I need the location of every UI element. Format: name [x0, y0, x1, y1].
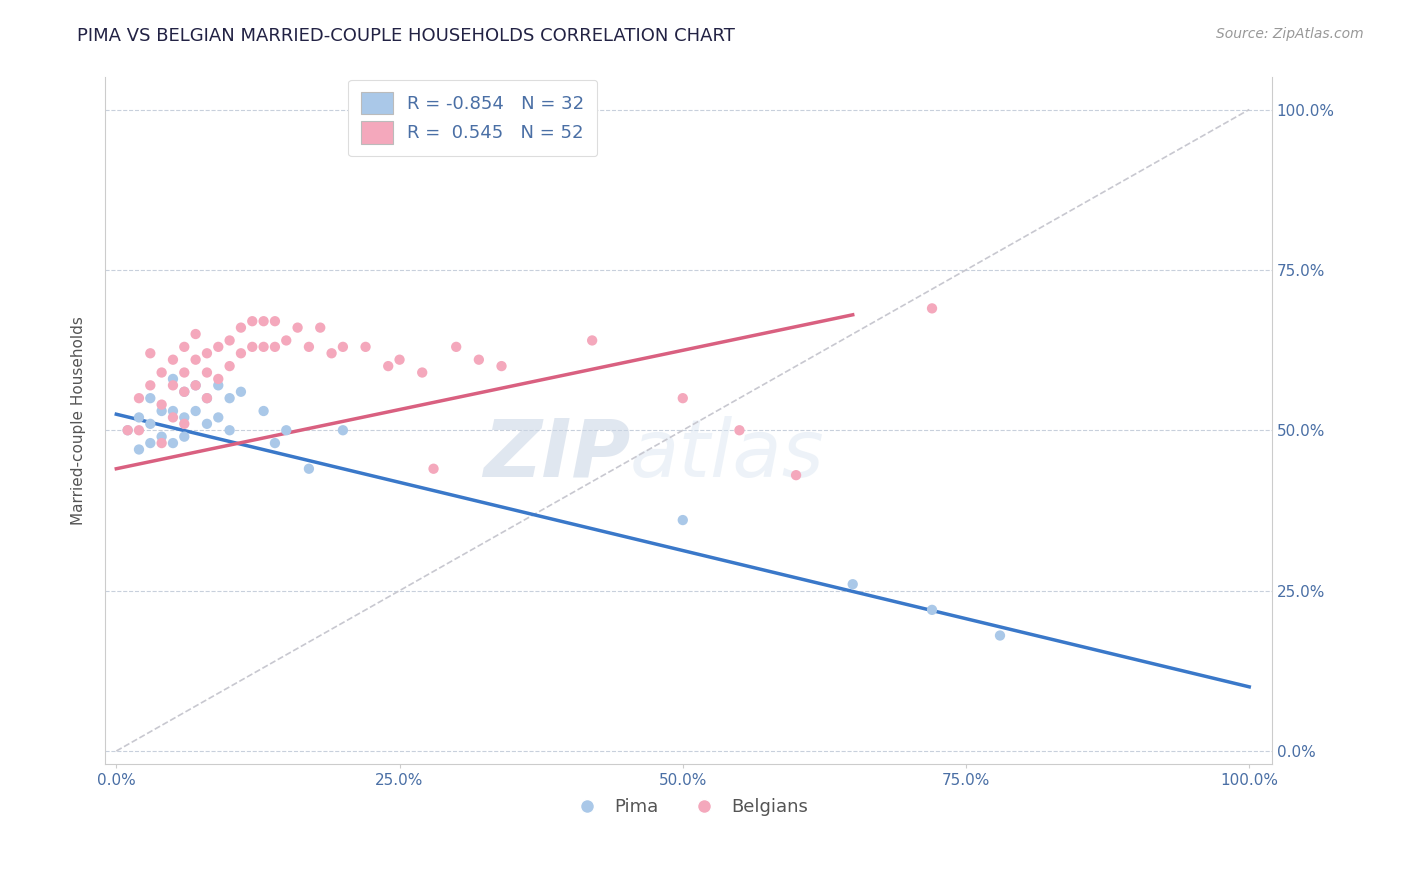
Point — [139, 417, 162, 431]
Point — [921, 301, 943, 316]
Point — [195, 391, 218, 405]
Point — [252, 314, 274, 328]
Point — [491, 359, 513, 373]
Point — [184, 326, 207, 341]
Point — [207, 372, 229, 386]
Point — [218, 423, 240, 437]
Point — [229, 384, 252, 399]
Point — [173, 366, 195, 380]
Point — [276, 334, 298, 348]
Point — [377, 359, 399, 373]
Point — [354, 340, 377, 354]
Point — [309, 320, 332, 334]
Point — [139, 378, 162, 392]
Legend: Pima, Belgians: Pima, Belgians — [562, 791, 815, 823]
Text: ZIP: ZIP — [482, 416, 630, 494]
Point — [229, 320, 252, 334]
Point — [173, 340, 195, 354]
Point — [728, 423, 751, 437]
Point — [672, 391, 695, 405]
Point — [841, 577, 863, 591]
Point — [240, 340, 263, 354]
Point — [184, 352, 207, 367]
Point — [321, 346, 343, 360]
Point — [921, 603, 943, 617]
Point — [264, 340, 287, 354]
Point — [150, 398, 173, 412]
Point — [128, 410, 150, 425]
Point — [150, 430, 173, 444]
Point — [444, 340, 467, 354]
Point — [139, 346, 162, 360]
Point — [184, 378, 207, 392]
Point — [252, 404, 274, 418]
Point — [411, 366, 433, 380]
Point — [422, 461, 444, 475]
Point — [229, 346, 252, 360]
Point — [173, 410, 195, 425]
Point — [207, 410, 229, 425]
Point — [988, 628, 1011, 642]
Point — [139, 436, 162, 450]
Point — [117, 423, 139, 437]
Point — [139, 391, 162, 405]
Point — [150, 404, 173, 418]
Point — [150, 366, 173, 380]
Point — [252, 340, 274, 354]
Point — [388, 352, 411, 367]
Point — [276, 423, 298, 437]
Text: PIMA VS BELGIAN MARRIED-COUPLE HOUSEHOLDS CORRELATION CHART: PIMA VS BELGIAN MARRIED-COUPLE HOUSEHOLD… — [77, 27, 735, 45]
Point — [173, 384, 195, 399]
Point — [581, 334, 603, 348]
Point — [218, 334, 240, 348]
Point — [332, 340, 354, 354]
Point — [162, 436, 184, 450]
Point — [207, 378, 229, 392]
Point — [287, 320, 309, 334]
Point — [162, 372, 184, 386]
Point — [218, 391, 240, 405]
Point — [195, 366, 218, 380]
Point — [264, 314, 287, 328]
Text: Source: ZipAtlas.com: Source: ZipAtlas.com — [1216, 27, 1364, 41]
Point — [128, 423, 150, 437]
Point — [184, 378, 207, 392]
Point — [128, 391, 150, 405]
Point — [150, 436, 173, 450]
Point — [298, 340, 321, 354]
Text: atlas: atlas — [630, 416, 825, 494]
Point — [332, 423, 354, 437]
Point — [173, 417, 195, 431]
Point — [162, 404, 184, 418]
Point — [785, 468, 807, 483]
Point — [672, 513, 695, 527]
Point — [117, 423, 139, 437]
Point — [298, 461, 321, 475]
Point — [195, 417, 218, 431]
Point — [162, 352, 184, 367]
Point — [195, 391, 218, 405]
Point — [207, 340, 229, 354]
Point — [240, 314, 263, 328]
Y-axis label: Married-couple Households: Married-couple Households — [72, 316, 86, 525]
Point — [468, 352, 491, 367]
Point — [162, 410, 184, 425]
Point — [173, 384, 195, 399]
Point — [173, 430, 195, 444]
Point — [195, 346, 218, 360]
Point — [218, 359, 240, 373]
Point — [264, 436, 287, 450]
Point — [162, 378, 184, 392]
Point — [184, 404, 207, 418]
Point — [128, 442, 150, 457]
